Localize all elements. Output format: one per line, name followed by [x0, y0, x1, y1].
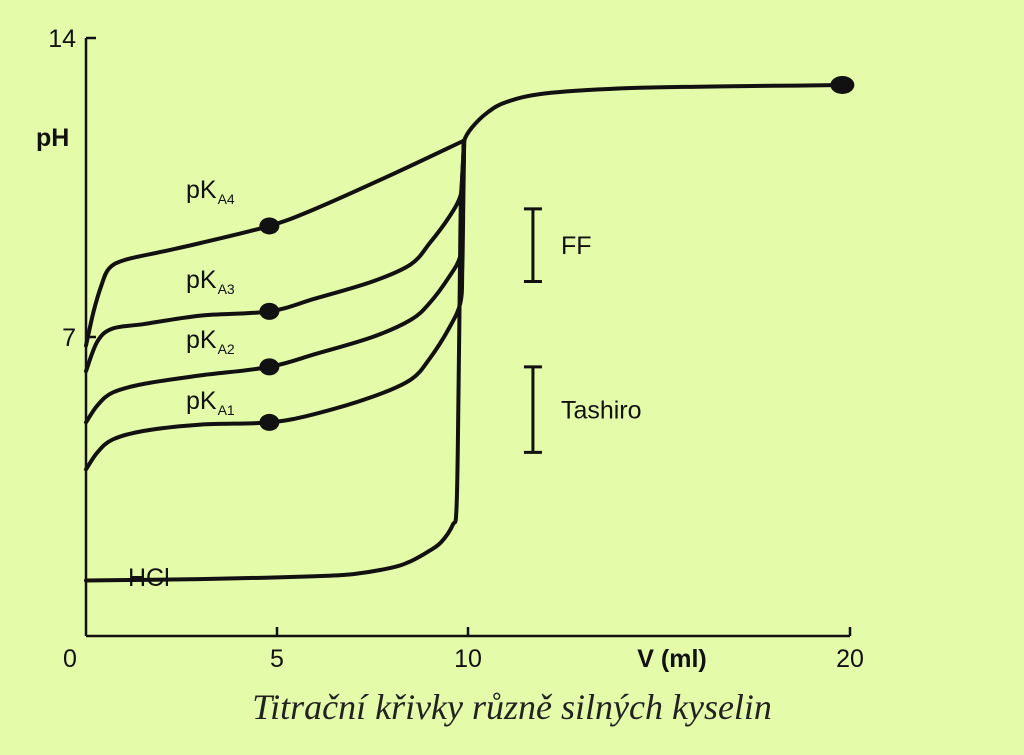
marker-pka1	[259, 413, 280, 431]
series-label-pka3: pKA3	[186, 266, 235, 297]
range-label-tashiro: Tashiro	[561, 397, 642, 425]
marker-pka3	[259, 302, 280, 320]
series-line-pka4	[84, 138, 467, 348]
x-tick-label: 0	[63, 645, 77, 673]
y-tick-label: 7	[62, 324, 76, 352]
series-label-hcl: HCl	[128, 564, 170, 592]
y-tick-label: 14	[48, 25, 76, 53]
x-tick-label: 5	[270, 645, 284, 673]
y-axis-label: pH	[36, 124, 69, 152]
range-label-ff: FF	[561, 232, 592, 260]
series-label-pka2: pKA2	[186, 326, 235, 357]
slide-caption: Titrační křivky různě silných kyselin	[252, 687, 772, 727]
series-line-pka1	[84, 138, 467, 472]
series-label-pka4: pKA4	[186, 176, 235, 207]
series-line-pka3	[84, 138, 467, 374]
series-line-pka2	[84, 138, 467, 425]
series-label-pka1: pKA1	[186, 387, 235, 418]
titration-chart: 0 5 10 20 7 14 V (ml) pH HCl pKA1 pKA2 pKA3 pKA4 FF T…	[0, 0, 1024, 690]
x-axis-label: V (ml)	[637, 645, 706, 673]
endpoint-marker	[830, 75, 855, 94]
x-tick-label: 10	[454, 645, 482, 673]
marker-pka2	[259, 358, 280, 376]
x-tick-label: 20	[836, 645, 864, 673]
chart-background	[0, 0, 1024, 690]
marker-pka4	[259, 217, 280, 235]
